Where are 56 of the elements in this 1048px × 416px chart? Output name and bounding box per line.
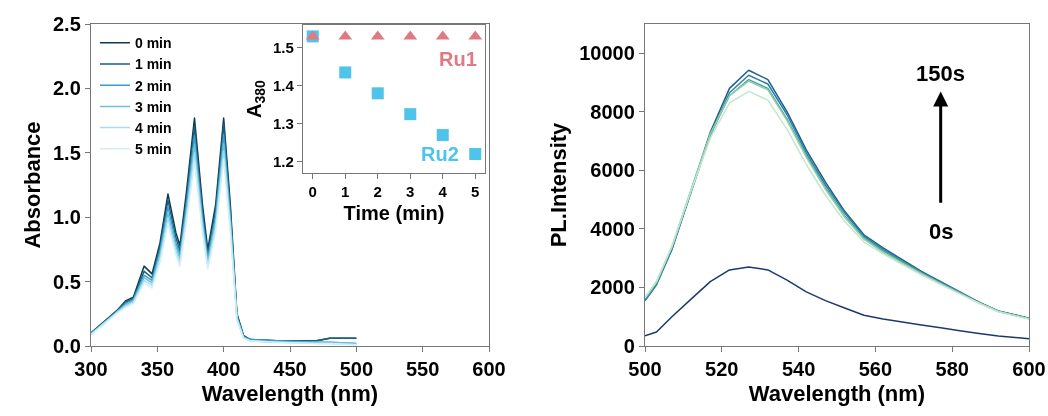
x-tick-label: 1 xyxy=(341,183,350,201)
y-tick-label: 2.0 xyxy=(52,77,81,100)
annotation: 0s xyxy=(929,219,954,244)
x-axis-title: Wavelength (nm) xyxy=(748,381,926,406)
y-tick-label: 8000 xyxy=(590,100,635,123)
x-tick-label: 450 xyxy=(273,358,307,381)
y-tick-label: 1.0 xyxy=(52,206,81,229)
legend-label: 3 min xyxy=(134,98,172,115)
x-tick-label: 500 xyxy=(628,358,662,381)
y-tick-label: 0.0 xyxy=(52,335,81,357)
x-tick-label: 500 xyxy=(339,358,374,381)
x-axis-title: Time (min) xyxy=(343,201,445,224)
y-tick-label: 10000 xyxy=(579,42,635,65)
legend-label: 1 min xyxy=(134,56,172,73)
point xyxy=(404,108,417,121)
x-tick-label: 2 xyxy=(373,183,382,201)
x-tick-label: 520 xyxy=(705,358,739,381)
y-tick-label: 1.4 xyxy=(272,76,295,94)
y-tick-label: 1.2 xyxy=(272,152,294,170)
y-tick-label: 0.5 xyxy=(52,270,81,293)
y-tick-label: 2.5 xyxy=(52,13,81,35)
x-tick-label: 560 xyxy=(858,358,893,381)
x-axis-title: Wavelength (nm) xyxy=(201,381,379,406)
point xyxy=(339,66,352,79)
x-tick-label: 600 xyxy=(1012,358,1046,381)
x-tick-label: 3 xyxy=(406,183,415,201)
x-tick-label: 0 xyxy=(308,183,317,201)
legend-label: 0 min xyxy=(134,35,172,52)
point xyxy=(436,129,449,142)
y-tick-label: 1.3 xyxy=(272,114,294,132)
y-axis-title: Absorbance xyxy=(19,121,45,249)
x-tick-label: 600 xyxy=(472,358,506,381)
x-tick-label: 540 xyxy=(781,358,816,381)
legend-label: 5 min xyxy=(134,141,172,158)
x-tick-label: 300 xyxy=(74,358,108,381)
point xyxy=(469,148,482,161)
y-axis-title: PL.Intensity xyxy=(546,121,572,248)
x-tick-label: 550 xyxy=(405,358,440,381)
x-tick-label: 350 xyxy=(140,358,175,381)
y-tick-label: 2000 xyxy=(590,276,635,299)
y-tick-label: 4000 xyxy=(590,217,635,240)
annotation: 150s xyxy=(916,61,965,86)
x-tick-label: 580 xyxy=(935,358,969,381)
y-tick-label: 6000 xyxy=(590,159,635,182)
series-label: Ru1 xyxy=(439,48,477,70)
x-tick-label: 5 xyxy=(471,183,480,201)
y-tick-label: 1.5 xyxy=(52,141,81,164)
legend-label: 2 min xyxy=(134,77,172,94)
y-tick-label: 0 xyxy=(623,335,635,357)
x-tick-label: 400 xyxy=(206,358,241,381)
x-tick-label: 4 xyxy=(438,183,448,201)
point xyxy=(371,87,384,100)
y-tick-label: 1.5 xyxy=(272,39,294,57)
line-series xyxy=(645,266,1029,340)
series-label: Ru2 xyxy=(421,143,459,165)
legend-label: 4 min xyxy=(134,120,172,137)
